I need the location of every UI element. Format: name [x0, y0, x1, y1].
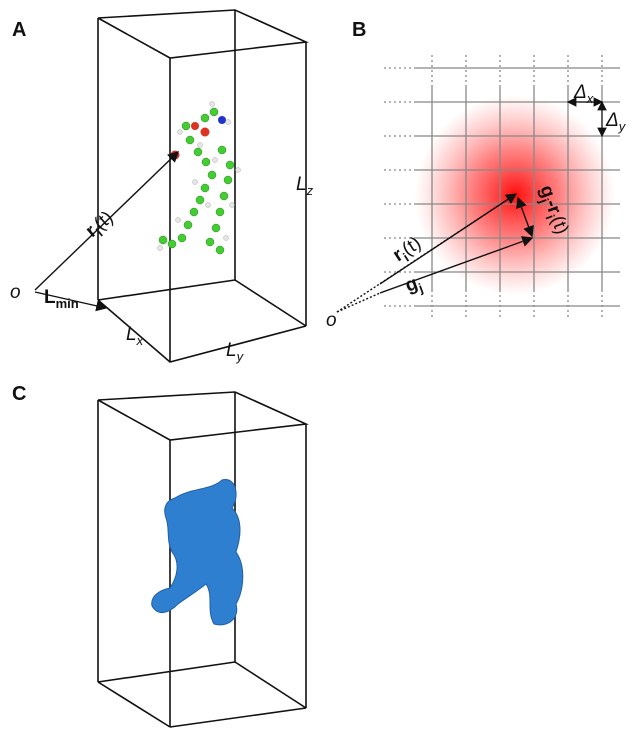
panel-label: C [12, 383, 26, 405]
label: gj [403, 272, 426, 300]
label: Lx [126, 324, 144, 348]
arrow-gj [337, 293, 380, 312]
panel-label: A [12, 19, 26, 41]
label: Lmin [44, 287, 79, 311]
panel-label: B [352, 19, 366, 41]
density-surface [152, 479, 243, 624]
label: o [10, 282, 21, 303]
label: Δx [573, 82, 594, 106]
label: Lz [296, 174, 314, 198]
figure: A ri(t) o Lmin Lx Ly Lz B Δx Δy ri(t) gj… [0, 0, 634, 729]
label: Δy [605, 110, 627, 134]
label: o [326, 310, 337, 331]
